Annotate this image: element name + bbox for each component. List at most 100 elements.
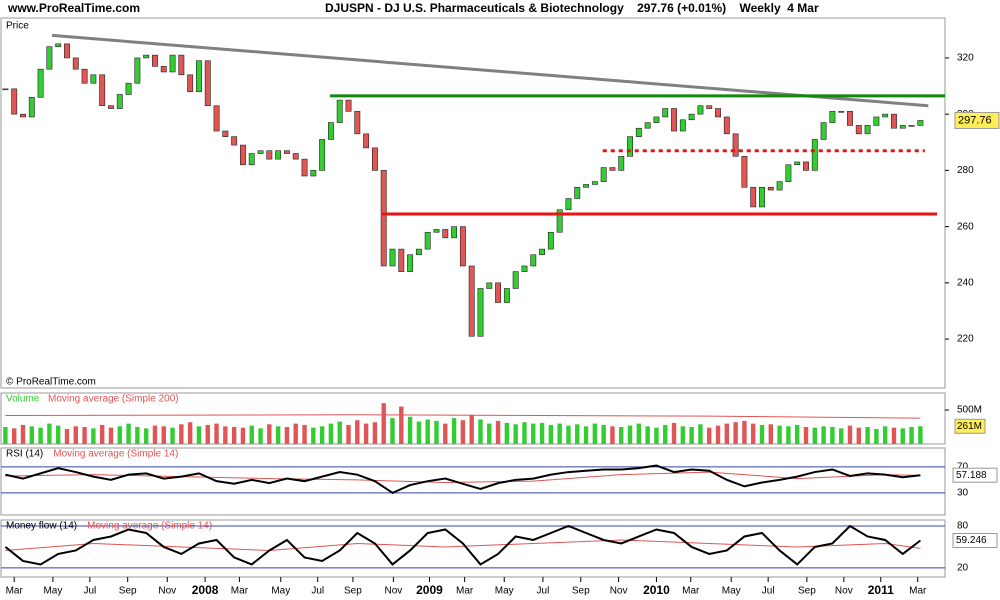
volume-bar bbox=[812, 427, 817, 444]
candle-body bbox=[671, 108, 677, 132]
y-tick-label: 70 bbox=[957, 462, 969, 473]
volume-bar bbox=[838, 428, 844, 444]
volume-bar bbox=[759, 424, 765, 444]
x-tick-label: May bbox=[43, 586, 62, 597]
volume-bar bbox=[372, 422, 378, 444]
volume-bar bbox=[636, 423, 642, 444]
volume-bar bbox=[619, 427, 624, 444]
volume-bar bbox=[680, 426, 686, 444]
candle-body bbox=[20, 113, 26, 118]
candle-body bbox=[539, 248, 546, 256]
volume-bar bbox=[909, 427, 914, 444]
volume-bar bbox=[425, 419, 430, 444]
candle-body bbox=[908, 125, 915, 127]
candle-body bbox=[750, 186, 757, 208]
candle-body bbox=[635, 127, 642, 137]
candle-body bbox=[169, 54, 176, 73]
y-tick-label: 80 bbox=[957, 521, 969, 532]
candle-body bbox=[688, 113, 695, 121]
candle-body bbox=[55, 43, 62, 47]
trend-line bbox=[51, 33, 929, 108]
volume-bar bbox=[311, 427, 316, 444]
x-tick-label: Nov bbox=[384, 586, 402, 597]
x-tick-label: Nov bbox=[158, 586, 176, 597]
candle-body bbox=[248, 153, 255, 166]
last-value: 57.188 bbox=[956, 470, 987, 481]
candle-body bbox=[706, 105, 713, 109]
candle-body bbox=[873, 116, 880, 126]
copyright: © ProRealTime.com bbox=[6, 377, 96, 388]
x-tick-label: May bbox=[722, 586, 741, 597]
volume-bar bbox=[434, 420, 439, 444]
x-tick-label: 2008 bbox=[192, 583, 219, 597]
candle-body bbox=[794, 161, 801, 166]
volume-bar bbox=[645, 426, 650, 444]
candle-body bbox=[565, 198, 572, 211]
volume-bar bbox=[249, 425, 254, 444]
volume-bar bbox=[663, 424, 668, 444]
volume-bar bbox=[416, 421, 422, 444]
candle-body bbox=[178, 54, 185, 76]
volume-bar bbox=[531, 423, 536, 444]
candle-body bbox=[116, 94, 123, 109]
volume-bar bbox=[143, 428, 149, 444]
candle-body bbox=[679, 119, 686, 132]
candle-body bbox=[803, 161, 809, 171]
candle-body bbox=[723, 116, 730, 135]
candle-body bbox=[380, 170, 387, 267]
candle-body bbox=[266, 150, 273, 160]
x-tick-label: Mar bbox=[456, 586, 474, 597]
volume-bar bbox=[689, 427, 694, 444]
x-tick-label: Nov bbox=[610, 586, 628, 597]
volume-bar bbox=[3, 427, 8, 444]
volume-bar bbox=[214, 423, 219, 444]
volume-bar bbox=[654, 427, 659, 444]
candle-body bbox=[486, 282, 493, 289]
candle-body bbox=[459, 226, 466, 267]
x-tick-label: Nov bbox=[835, 586, 853, 597]
y-tick-label: 240 bbox=[957, 277, 974, 288]
candle-body bbox=[477, 288, 484, 337]
candle-body bbox=[468, 265, 475, 337]
candle-body bbox=[143, 54, 150, 59]
x-tick-label: 2010 bbox=[643, 583, 670, 597]
x-tick-label: Jul bbox=[83, 586, 96, 597]
candle-body bbox=[882, 113, 889, 118]
candle-body bbox=[239, 144, 246, 166]
last-price: 297.76 bbox=[958, 114, 992, 126]
candle-body bbox=[275, 150, 282, 160]
candle-body bbox=[407, 254, 414, 272]
x-tick-label: Mar bbox=[682, 586, 700, 597]
volume-bar bbox=[671, 422, 677, 444]
candle-body bbox=[72, 57, 79, 70]
volume-bar bbox=[918, 426, 923, 444]
volume-bar bbox=[627, 425, 633, 444]
candle-body bbox=[433, 229, 440, 233]
rsi-panel bbox=[0, 447, 946, 516]
volume-bar bbox=[539, 422, 545, 444]
volume-bar bbox=[900, 428, 905, 444]
volume-bar bbox=[240, 427, 246, 444]
volume-bar bbox=[566, 425, 571, 444]
volume-bar bbox=[258, 428, 263, 444]
last-value-box bbox=[952, 467, 998, 483]
volume-bar bbox=[522, 422, 527, 444]
volume-bar bbox=[513, 424, 518, 444]
candle-body bbox=[125, 82, 132, 95]
y-tick-label: 220 bbox=[957, 334, 974, 345]
x-tick-label: Mar bbox=[909, 586, 927, 597]
candle-body bbox=[292, 153, 299, 160]
volume-bar bbox=[38, 427, 43, 444]
volume-bar bbox=[135, 427, 140, 444]
volume-bar bbox=[768, 424, 774, 444]
volume-bar bbox=[29, 426, 34, 444]
candle-body bbox=[759, 186, 765, 208]
volume-bar bbox=[504, 422, 510, 444]
volume-bar bbox=[794, 424, 800, 444]
volume-bar bbox=[601, 424, 606, 444]
volume-bar bbox=[399, 406, 404, 444]
volume-bar bbox=[55, 425, 61, 444]
x-tick-label: 2011 bbox=[868, 583, 894, 597]
candle-body bbox=[134, 57, 141, 84]
last-volume: 261M bbox=[957, 421, 982, 432]
